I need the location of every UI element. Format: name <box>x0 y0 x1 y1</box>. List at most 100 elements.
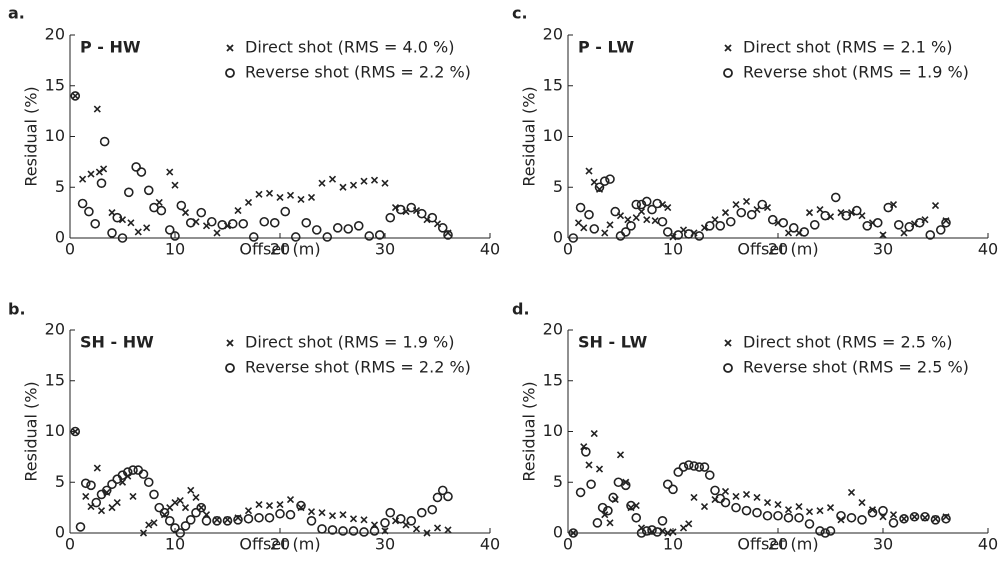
point-direct <box>753 493 761 502</box>
x-tick-label: 0 <box>65 535 75 554</box>
point-direct <box>97 507 106 515</box>
point-direct <box>328 175 337 183</box>
x-tick-label: 0 <box>65 240 75 259</box>
legend-label: Reverse shot (RMS = 2.2 %) <box>245 358 471 377</box>
point-reverse <box>149 489 159 500</box>
point-direct <box>721 487 730 495</box>
point-direct <box>255 190 263 198</box>
point-reverse <box>668 484 678 495</box>
point-reverse <box>652 198 663 209</box>
point-direct <box>87 170 95 178</box>
panel: d. 0 5 10 15 20 0 10 20 30 40 Offset (m) Residual (%… <box>512 300 998 554</box>
point-direct <box>580 224 588 232</box>
point-reverse <box>185 515 196 525</box>
point-reverse <box>380 518 390 528</box>
point-direct <box>145 521 153 529</box>
point-reverse <box>427 212 438 223</box>
point-reverse <box>872 217 883 228</box>
point-direct <box>784 506 793 514</box>
panel-title: P - LW <box>578 38 634 57</box>
point-reverse <box>575 202 586 213</box>
point-reverse <box>416 507 427 518</box>
point-direct <box>632 214 640 222</box>
point-direct <box>795 503 803 511</box>
point-reverse <box>369 526 380 536</box>
point-reverse <box>332 223 343 233</box>
point-reverse <box>233 515 243 525</box>
x-tick-label: 40 <box>978 535 998 554</box>
point-reverse <box>201 516 212 526</box>
point-reverse <box>920 511 930 522</box>
point-reverse <box>704 470 715 480</box>
point-reverse <box>70 91 81 101</box>
point-direct <box>711 216 719 224</box>
point-reverse <box>432 492 443 503</box>
point-reverse <box>746 209 757 220</box>
point-reverse <box>603 505 613 516</box>
point-direct <box>244 507 253 515</box>
point-direct <box>113 498 121 507</box>
point-direct <box>732 492 740 501</box>
x-axis-label: Offset (m) <box>239 240 320 259</box>
point-direct <box>213 229 221 237</box>
point-direct <box>879 231 887 239</box>
point-direct <box>171 181 179 189</box>
point-direct <box>339 183 347 191</box>
y-axis-label: Residual (%) <box>520 381 539 481</box>
point-direct <box>643 216 651 224</box>
point-reverse <box>437 223 448 233</box>
point-reverse <box>815 526 825 536</box>
legend-marker <box>724 339 732 347</box>
point-reverse <box>117 470 128 480</box>
legend-label: Direct shot (RMS = 1.9 %) <box>245 333 455 352</box>
point-reverse <box>941 513 951 524</box>
x-tick-label: 20 <box>768 535 788 554</box>
point-direct <box>307 193 316 201</box>
point-reverse <box>904 222 915 232</box>
point-reverse <box>180 521 191 531</box>
point-direct <box>360 177 368 185</box>
point-reverse <box>736 207 747 218</box>
point-direct <box>339 511 347 519</box>
point-reverse <box>275 508 285 519</box>
point-reverse <box>296 500 306 511</box>
point-reverse <box>128 465 138 475</box>
point-direct <box>129 492 137 501</box>
point-reverse <box>406 202 417 213</box>
point-reverse <box>636 199 647 210</box>
panel: b. 0 5 10 15 20 0 10 20 30 40 Offset (m) Residual (%… <box>8 300 500 554</box>
point-direct <box>889 511 898 519</box>
point-reverse <box>338 526 348 536</box>
point-reverse <box>678 462 689 472</box>
point-direct <box>71 92 79 100</box>
point-reverse <box>867 507 878 518</box>
point-reverse <box>117 233 128 243</box>
point-reverse <box>851 205 862 216</box>
point-direct <box>276 501 284 509</box>
point-reverse <box>647 525 657 535</box>
point-direct <box>166 168 174 176</box>
point-direct <box>574 219 583 227</box>
point-direct <box>601 229 609 237</box>
panel-label: a. <box>8 4 25 23</box>
point-reverse <box>883 202 894 213</box>
point-reverse <box>416 208 427 219</box>
point-direct <box>664 203 672 212</box>
point-direct <box>700 503 709 511</box>
point-reverse <box>86 480 96 491</box>
point-direct <box>651 217 659 225</box>
point-direct <box>606 221 614 229</box>
point-direct <box>276 193 284 201</box>
x-tick-label: 20 <box>768 240 788 259</box>
point-direct <box>444 526 452 534</box>
point-direct <box>108 504 116 512</box>
point-reverse <box>164 516 175 526</box>
point-reverse <box>720 497 731 508</box>
point-reverse <box>138 469 149 479</box>
legend-marker <box>723 363 733 373</box>
point-reverse <box>285 509 296 520</box>
point-direct <box>601 511 609 519</box>
panel-label: d. <box>512 300 530 319</box>
point-reverse <box>154 502 165 513</box>
point-direct <box>187 486 195 494</box>
